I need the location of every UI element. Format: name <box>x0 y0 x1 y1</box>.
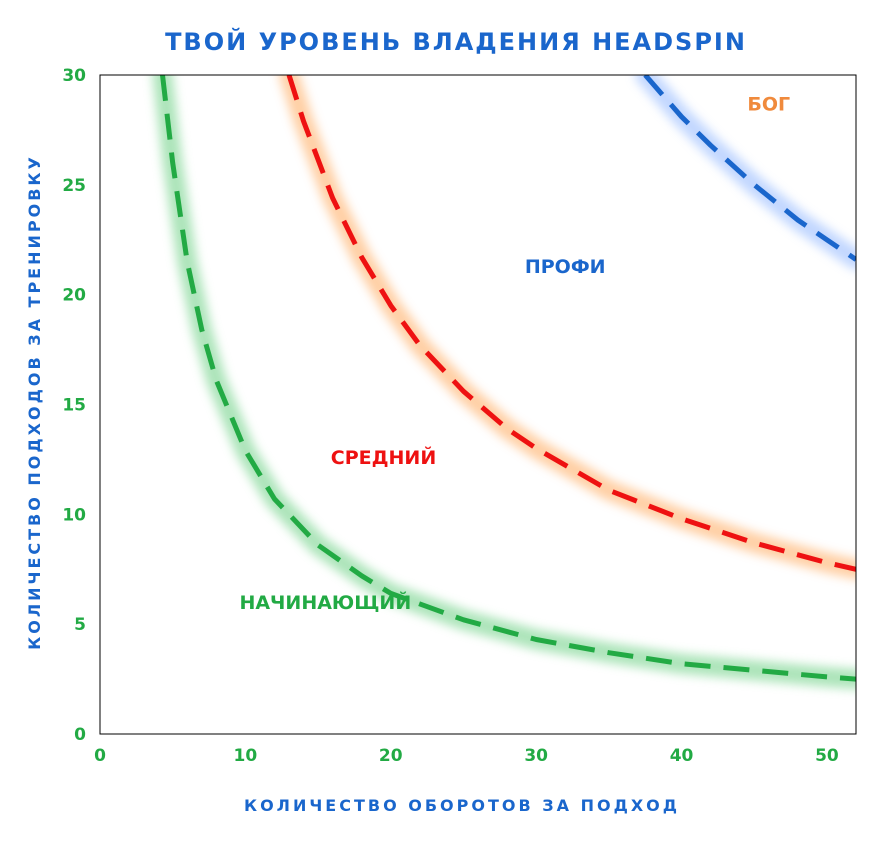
series-1-glow <box>152 75 856 690</box>
x-tick-label: 0 <box>94 746 106 766</box>
zone-label: СРЕДНИЙ <box>331 446 436 469</box>
x-tick-label: 20 <box>379 746 403 766</box>
series-2-glow <box>279 75 856 580</box>
series-1 <box>152 75 856 690</box>
series-1-line <box>160 75 856 682</box>
series-3-line <box>643 75 856 262</box>
zone-label: НАЧИНАЮЩИЙ <box>239 591 411 614</box>
y-axis-label: КОЛИЧЕСТВО ПОДХОДОВ ЗА ТРЕНИРОВКУ <box>25 154 44 650</box>
curves <box>152 75 856 690</box>
zone-labels: НАЧИНАЮЩИЙ СРЕДНИЙ ПРОФИ БОГ <box>239 94 790 615</box>
x-axis-label: КОЛИЧЕСТВО ОБОРОТОВ ЗА ПОДХОД <box>244 796 680 815</box>
zone-label: БОГ <box>747 94 790 116</box>
y-tick-label: 20 <box>62 286 86 306</box>
series-2 <box>279 75 856 580</box>
zone-label: ПРОФИ <box>525 256 606 278</box>
y-tick-label: 25 <box>62 176 86 196</box>
x-tick-label: 40 <box>670 746 694 766</box>
x-tick-label: 30 <box>524 746 548 766</box>
y-tick-label: 0 <box>74 725 86 745</box>
chart-title: ТВОЙ УРОВЕНЬ ВЛАДЕНИЯ HEADSPIN <box>165 27 747 56</box>
series-3 <box>635 75 856 270</box>
x-tick-label: 50 <box>815 746 839 766</box>
series-2-line <box>286 75 856 572</box>
y-tick-label: 30 <box>62 66 86 86</box>
axis-ticks: 0 10 20 30 40 50 0 5 10 15 20 25 30 <box>62 66 839 766</box>
x-tick-label: 10 <box>234 746 258 766</box>
y-tick-label: 10 <box>62 505 86 525</box>
y-tick-label: 5 <box>74 615 86 635</box>
plot-frame <box>99 74 857 735</box>
y-tick-label: 15 <box>62 396 86 416</box>
